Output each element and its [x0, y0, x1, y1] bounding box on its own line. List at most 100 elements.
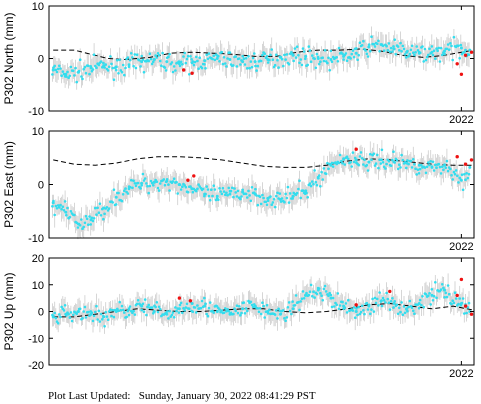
data-point — [308, 49, 312, 52]
data-point — [241, 190, 245, 194]
data-point — [220, 309, 224, 312]
data-point — [380, 148, 384, 152]
data-point — [389, 46, 393, 50]
data-point — [351, 49, 355, 52]
data-point — [97, 309, 101, 313]
data-point — [261, 53, 264, 57]
data-point — [396, 167, 400, 171]
data-point — [54, 68, 58, 72]
data-point — [443, 49, 446, 53]
data-point — [232, 312, 235, 316]
data-point — [291, 194, 295, 198]
data-point — [121, 63, 125, 67]
data-point — [69, 311, 73, 314]
data-point — [111, 66, 114, 70]
data-point — [225, 310, 228, 313]
data-point — [148, 52, 152, 55]
data-point — [330, 305, 334, 309]
data-point — [365, 52, 369, 56]
data-point — [391, 158, 394, 162]
data-point — [277, 66, 280, 69]
data-point — [218, 60, 221, 63]
data-point — [203, 63, 206, 66]
data-point — [452, 170, 456, 174]
recent-data-point — [388, 289, 392, 294]
data-point — [427, 161, 430, 164]
data-point — [394, 52, 398, 56]
recent-data-point — [459, 72, 464, 77]
data-point — [140, 308, 143, 312]
data-point — [99, 214, 103, 217]
data-point — [64, 72, 68, 76]
data-point — [373, 45, 377, 48]
data-point — [248, 66, 251, 70]
data-point — [241, 307, 245, 311]
data-point — [407, 305, 410, 309]
data-point — [352, 160, 356, 164]
data-point — [447, 292, 451, 296]
data-point — [326, 61, 329, 65]
data-point — [328, 68, 332, 72]
data-point — [83, 65, 87, 69]
data-point — [444, 291, 448, 295]
data-point — [84, 71, 88, 75]
data-point — [311, 180, 314, 183]
data-point — [246, 67, 249, 70]
data-point — [294, 56, 298, 59]
data-point — [359, 310, 363, 314]
data-point — [138, 58, 141, 62]
data-point — [330, 60, 334, 63]
data-point — [304, 189, 308, 193]
data-point — [295, 45, 299, 48]
data-point — [112, 78, 116, 81]
data-point — [247, 189, 250, 193]
data-point — [320, 294, 323, 298]
data-point — [345, 311, 349, 314]
data-point — [457, 302, 460, 306]
data-point — [54, 204, 58, 208]
recent-data-point — [469, 158, 474, 162]
data-point — [189, 55, 192, 58]
data-point — [386, 297, 390, 301]
data-point — [221, 62, 225, 66]
data-point — [342, 157, 346, 161]
data-point — [354, 310, 358, 313]
data-point — [156, 52, 160, 55]
data-point — [63, 304, 67, 307]
data-point — [154, 305, 157, 309]
data-point — [145, 182, 148, 185]
data-point — [377, 304, 380, 307]
data-point — [410, 306, 414, 310]
data-point — [307, 293, 311, 297]
data-point — [370, 308, 373, 311]
data-point — [201, 187, 205, 191]
last-updated-label: Plot Last Updated: — [48, 390, 131, 402]
data-point — [313, 57, 316, 60]
data-point — [82, 67, 85, 71]
last-updated-footer: Plot Last Updated: Sunday, January 30, 2… — [48, 390, 316, 402]
data-point — [393, 38, 397, 41]
data-point — [75, 312, 78, 316]
data-point — [459, 178, 463, 182]
data-point — [362, 309, 365, 312]
data-point — [333, 305, 336, 308]
data-point — [117, 191, 120, 195]
data-point — [152, 180, 156, 184]
data-point — [396, 312, 400, 316]
data-point — [459, 302, 463, 305]
data-point — [157, 53, 161, 57]
data-point — [278, 312, 282, 316]
data-point — [207, 52, 211, 55]
data-point — [422, 305, 426, 309]
data-point — [233, 307, 236, 311]
data-point — [460, 173, 464, 176]
data-point — [88, 215, 91, 218]
data-point — [316, 176, 320, 180]
data-point — [92, 314, 96, 318]
data-point — [69, 210, 73, 213]
data-point — [228, 312, 232, 316]
data-point — [356, 58, 359, 62]
data-point — [195, 311, 198, 314]
data-point — [430, 45, 434, 48]
data-point — [273, 313, 277, 316]
